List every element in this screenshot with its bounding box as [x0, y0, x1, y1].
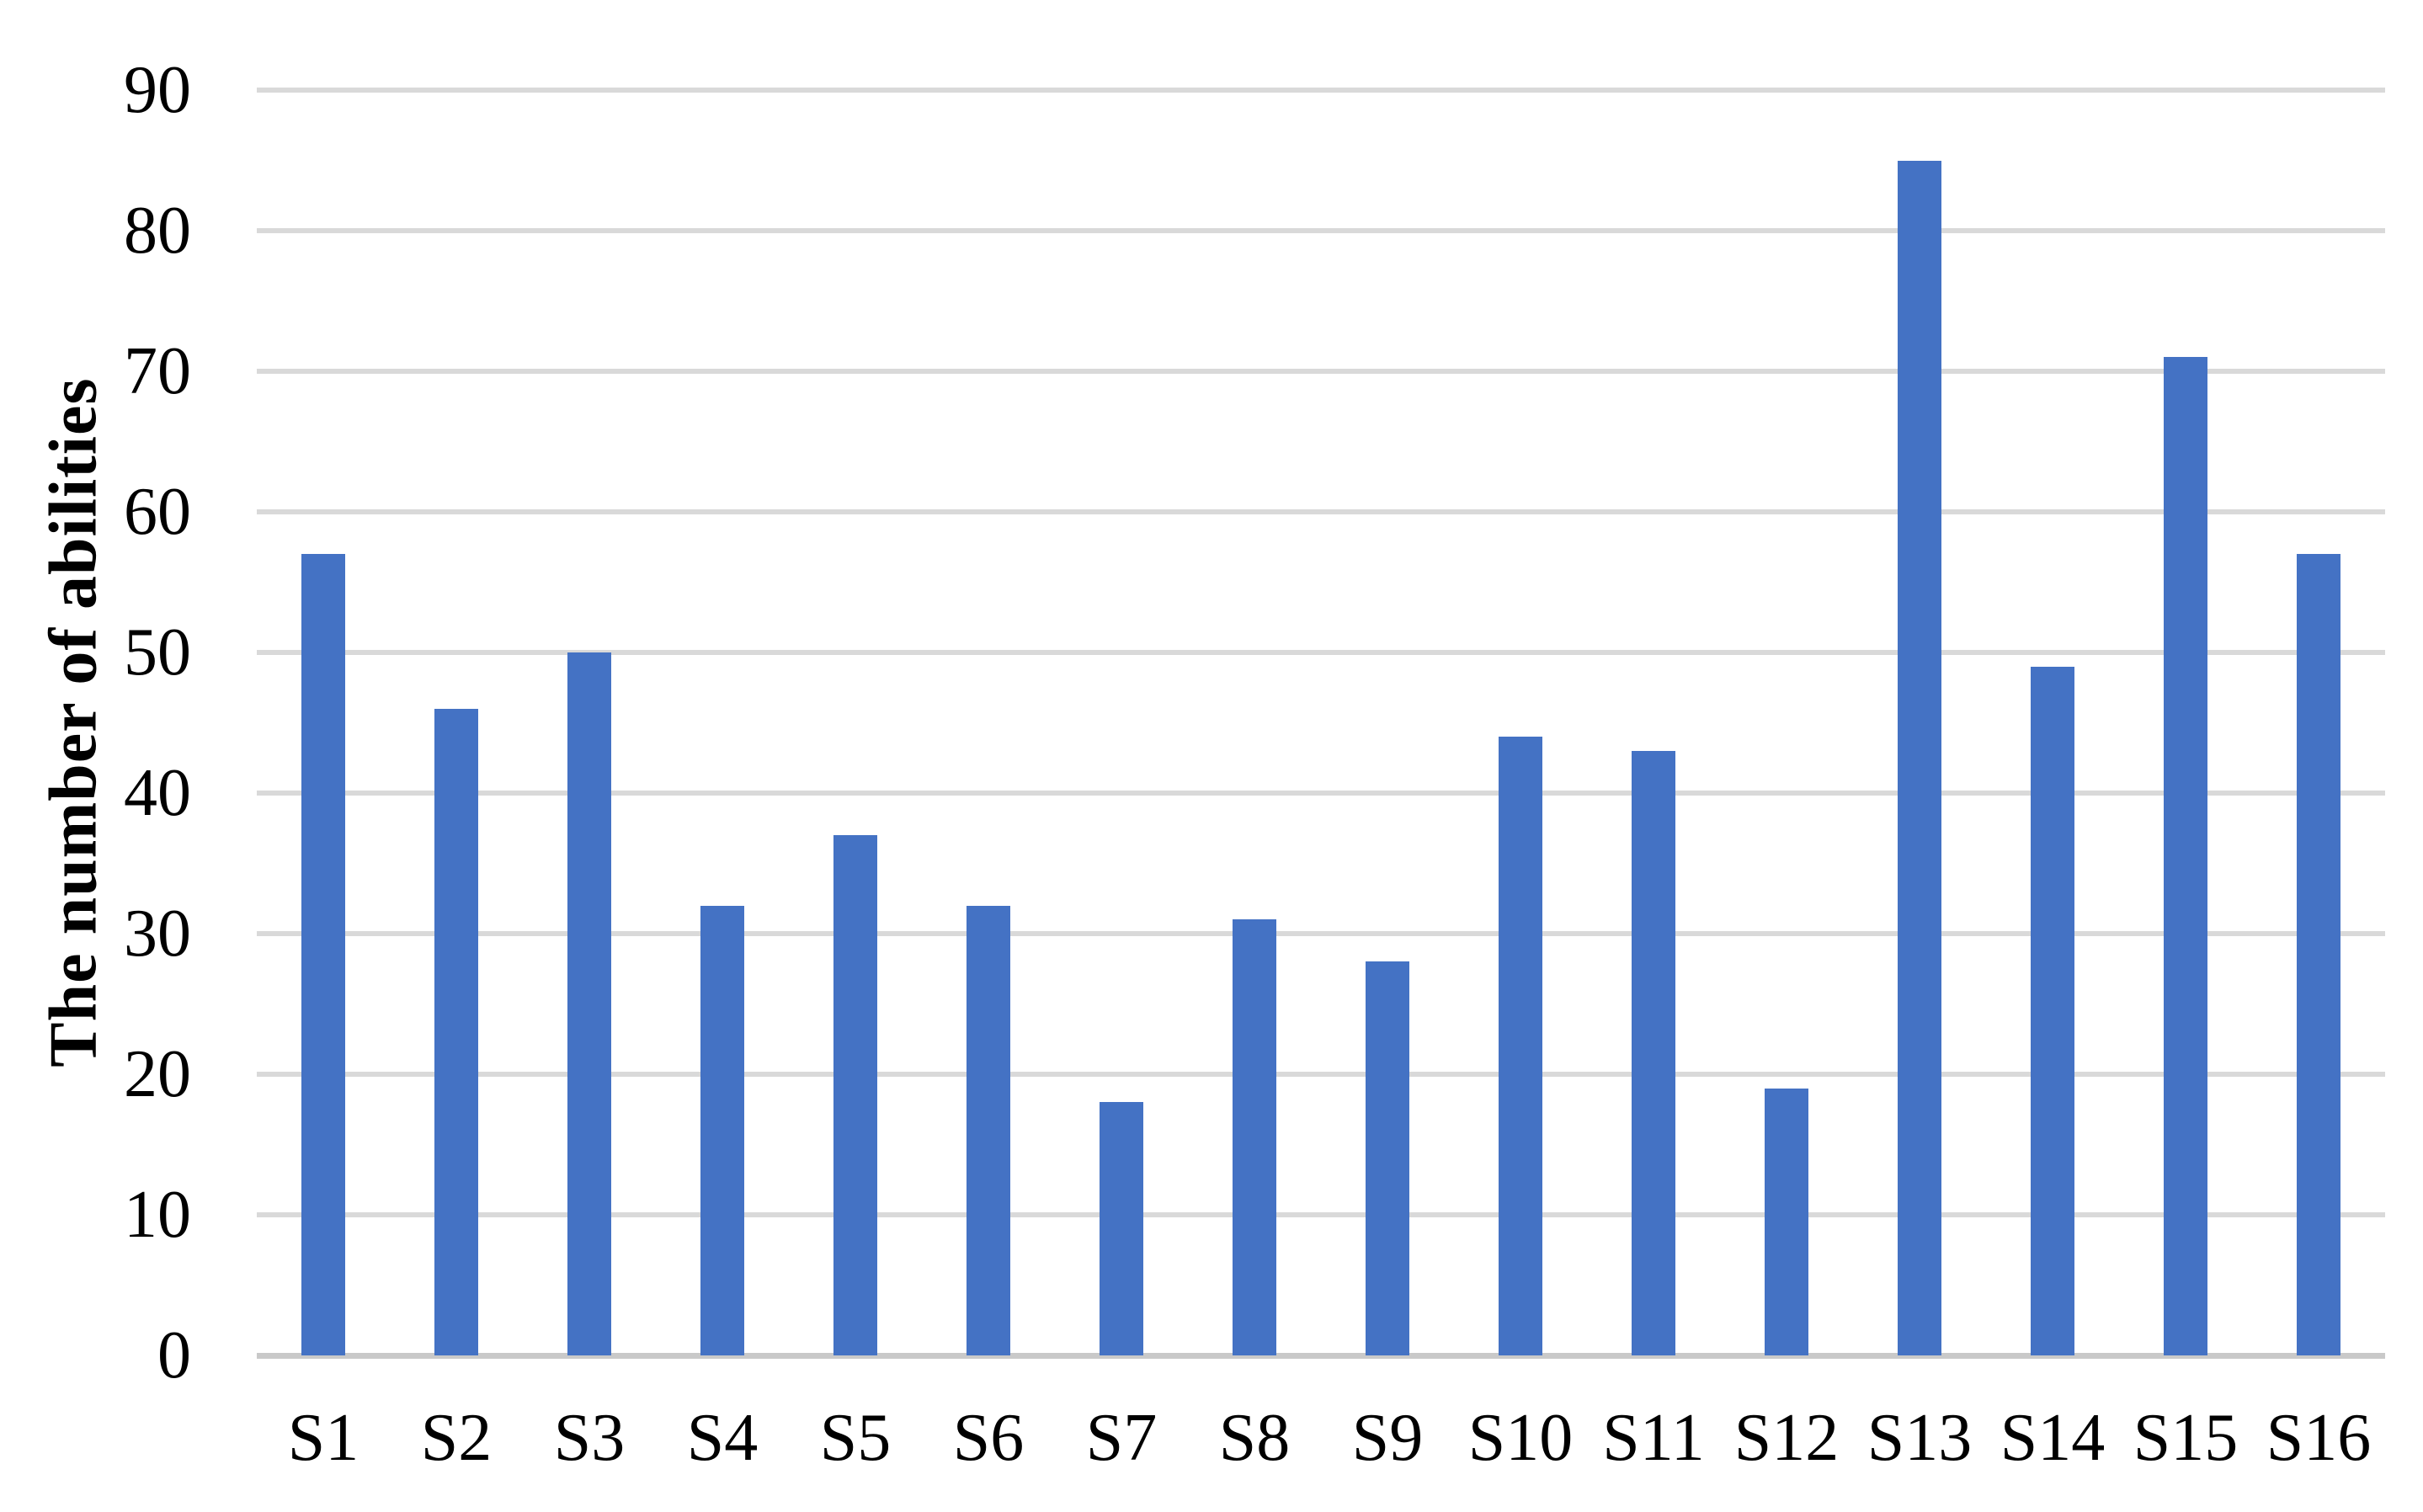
gridline-y-20 [257, 1072, 2385, 1077]
y-tick-label-70: 70 [124, 334, 191, 408]
x-tick-label-s14: S14 [2000, 1401, 2106, 1475]
x-tick-label-s9: S9 [1351, 1401, 1424, 1475]
x-tick-label-s5: S5 [819, 1401, 892, 1475]
bar-s10 [1499, 737, 1542, 1355]
bar-s11 [1632, 750, 1675, 1355]
bar-s7 [1100, 1102, 1143, 1355]
gridline-y-30 [257, 931, 2385, 936]
bar-s8 [1233, 919, 1276, 1355]
y-tick-label-0: 0 [157, 1318, 191, 1392]
x-tick-label-s11: S11 [1602, 1401, 1705, 1475]
x-tick-label-s10: S10 [1467, 1401, 1574, 1475]
gridline-y-60 [257, 509, 2385, 514]
gridline-y-50 [257, 650, 2385, 655]
x-tick-label-s4: S4 [686, 1401, 759, 1475]
y-tick-label-60: 60 [124, 475, 191, 549]
x-tick-label-s2: S2 [420, 1401, 493, 1475]
bar-s13 [1898, 160, 1941, 1355]
bar-s15 [2164, 357, 2207, 1355]
bar-s2 [434, 708, 478, 1355]
x-axis-line [257, 1353, 2385, 1359]
bar-s9 [1366, 961, 1409, 1355]
bar-s4 [700, 905, 744, 1355]
bar-s5 [833, 835, 877, 1355]
bar-s14 [2031, 666, 2074, 1355]
x-tick-label-s1: S1 [287, 1401, 359, 1475]
x-tick-label-s13: S13 [1867, 1401, 1973, 1475]
y-tick-label-10: 10 [124, 1178, 191, 1252]
y-tick-label-40: 40 [124, 756, 191, 830]
gridline-y-70 [257, 369, 2385, 374]
y-tick-label-90: 90 [124, 53, 191, 127]
x-tick-label-s3: S3 [553, 1401, 626, 1475]
y-tick-label-20: 20 [124, 1037, 191, 1111]
bar-s3 [567, 652, 611, 1355]
gridline-y-40 [257, 791, 2385, 796]
bar-s6 [967, 905, 1010, 1355]
x-tick-label-s12: S12 [1733, 1401, 1840, 1475]
x-tick-label-s6: S6 [952, 1401, 1025, 1475]
y-tick-label-30: 30 [124, 897, 191, 971]
x-tick-label-s8: S8 [1218, 1401, 1291, 1475]
y-tick-label-50: 50 [124, 615, 191, 689]
x-tick-label-s7: S7 [1085, 1401, 1158, 1475]
bar-s12 [1765, 1088, 1808, 1355]
bar-s1 [301, 554, 345, 1355]
gridline-y-80 [257, 228, 2385, 233]
x-tick-label-s15: S15 [2133, 1401, 2239, 1475]
bar-s16 [2297, 554, 2340, 1355]
gridline-y-90 [257, 88, 2385, 93]
y-tick-label-80: 80 [124, 194, 191, 268]
gridline-y-10 [257, 1212, 2385, 1217]
x-tick-label-s16: S16 [2266, 1401, 2372, 1475]
